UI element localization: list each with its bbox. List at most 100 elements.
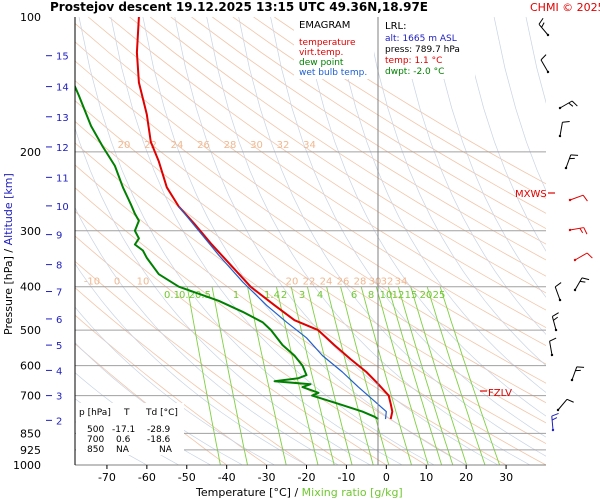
legend-item-wet-bulb: wet bulb temp.	[299, 68, 367, 78]
table-cell: -18.6	[147, 435, 171, 445]
wind-barb-flag	[553, 316, 559, 321]
wind-barb-staff	[557, 398, 568, 411]
dry-adiabat	[75, 41, 546, 365]
wind-barb-flag	[562, 120, 570, 123]
legend-title: EMAGRAM	[299, 20, 350, 31]
series-line-temperature	[135, 17, 394, 420]
wind-barb-flag	[583, 227, 588, 235]
isotherm-label-mid: 34	[395, 277, 408, 288]
lrl-title: LRL:	[385, 21, 406, 32]
wind-barb-flag	[579, 228, 584, 234]
wind-barb-staff	[551, 316, 557, 331]
wind-barb-flag	[575, 369, 581, 372]
dry-adiabat	[108, 17, 546, 311]
pressure-tick-label: 500	[20, 324, 41, 337]
legend-item-virt-temp: virt.temp.	[299, 48, 343, 58]
height-tick-label: 3	[56, 392, 62, 403]
wind-barb-flag	[551, 417, 558, 421]
legend-item-temperature: temperature	[299, 38, 356, 48]
lrl-press: press: 789.7 hPa	[385, 45, 460, 55]
wind-barb	[551, 312, 559, 332]
levels-table-bg	[76, 403, 184, 455]
wind-barb-flag	[581, 277, 590, 281]
wind-barb	[570, 366, 585, 382]
table-header-t: T	[123, 408, 130, 418]
wind-barb-flag	[538, 17, 544, 25]
height-ticks: 15 14 13 12 11 10 9 8 7 6 5 4 3 2	[46, 52, 69, 427]
wind-barb-dot	[570, 378, 574, 382]
wind-barb	[568, 227, 588, 235]
table-cell: 700	[87, 435, 104, 445]
wind-barb-flag	[566, 398, 574, 403]
height-tick-label: 10	[56, 202, 69, 213]
isotherm-label-mid: 26	[337, 277, 350, 288]
wind-barb-flag	[568, 102, 574, 107]
isotherm-label-upper: 28	[224, 140, 237, 151]
lrl-box: LRL: alt: 1665 m ASL press: 789.7 hPa te…	[381, 17, 475, 79]
series-line-dew-point	[75, 84, 379, 420]
wind-barb-flag	[540, 54, 547, 61]
mixing-ratio-label: 6	[351, 290, 357, 301]
wind-barb	[558, 120, 570, 138]
wind-barb-dot	[558, 298, 562, 302]
moist-adiabat	[302, 17, 546, 417]
dry-adiabat	[149, 17, 546, 277]
series-line-wet-bulb-temp	[178, 206, 387, 420]
height-tick-label: 13	[56, 113, 69, 124]
wind-barb-flag	[586, 252, 593, 259]
pressure-tick-label: 100	[20, 11, 41, 24]
isotherm-label-mid: 22	[303, 277, 316, 288]
height-tick-label: 8	[56, 261, 62, 272]
isotherm-label-mid: 24	[320, 277, 333, 288]
wind-barb	[558, 100, 578, 110]
temperature-tick-label: 0	[383, 471, 390, 484]
temperature-tick-label: -10	[337, 471, 355, 484]
mixing-ratio-label: 10	[380, 290, 393, 301]
table-cell: 850	[87, 445, 104, 455]
wind-barb-dot	[568, 228, 572, 232]
pressure-ticks: 100 200 300 400 500 600 700 850 925 1000	[13, 11, 41, 472]
height-tick-label: 5	[56, 341, 62, 352]
wind-barb-staff	[569, 194, 584, 201]
isotherm-label-mid: 32	[381, 277, 394, 288]
pressure-tick-label: 925	[20, 444, 41, 457]
pressure-tick-label: 850	[20, 427, 41, 440]
pressure-tick-label: 700	[20, 390, 41, 403]
pressure-tick-label: 1000	[13, 459, 41, 472]
fzlv-label: FZLV	[488, 388, 512, 399]
isotherm-label-upper: 20	[118, 140, 131, 151]
temperature-tick-label: -40	[218, 471, 236, 484]
moist-adiabat	[429, 17, 546, 298]
pressure-tick-label: 400	[20, 281, 41, 294]
mxws-label: MXWS	[515, 189, 547, 200]
wind-barb	[549, 337, 557, 357]
table-cell: -17.1	[112, 425, 135, 435]
isotherm-label-mid: 28	[354, 277, 367, 288]
wind-barb	[538, 17, 550, 37]
temperature-ticks: -70 -60 -50 -40 -30 -20 -10 0 10 20 30	[98, 465, 513, 484]
temperature-tick-label: 10	[419, 471, 433, 484]
isotherm-label-upper: 30	[250, 140, 263, 151]
table-cell: 500	[87, 425, 104, 435]
wind-barb	[554, 282, 562, 302]
isotherm-label-upper: 26	[197, 140, 210, 151]
wind-barb-dot	[573, 258, 577, 262]
wind-barb-dot	[546, 70, 550, 74]
temperature-tick-label: -20	[298, 471, 316, 484]
wind-barb-dot	[558, 134, 562, 138]
dry-adiabat	[232, 17, 546, 214]
wind-barb-dot	[550, 353, 554, 357]
moist-adiabat	[334, 17, 546, 393]
isotherm-label-upper: 34	[303, 140, 316, 151]
table-header-p: p [hPa]	[79, 408, 111, 418]
legend-box	[294, 17, 374, 79]
temperature-tick-label: -50	[178, 471, 196, 484]
mixing-ratio-label: 15	[405, 290, 418, 301]
height-tick-label: 7	[56, 288, 62, 299]
lrl-temp: temp: 1.1 °C	[385, 56, 442, 66]
wind-barb-dot	[556, 408, 560, 412]
legend: EMAGRAM temperature virt.temp. dew point…	[294, 17, 374, 79]
pressure-tick-label: 200	[20, 146, 41, 159]
lrl-background	[381, 17, 475, 79]
